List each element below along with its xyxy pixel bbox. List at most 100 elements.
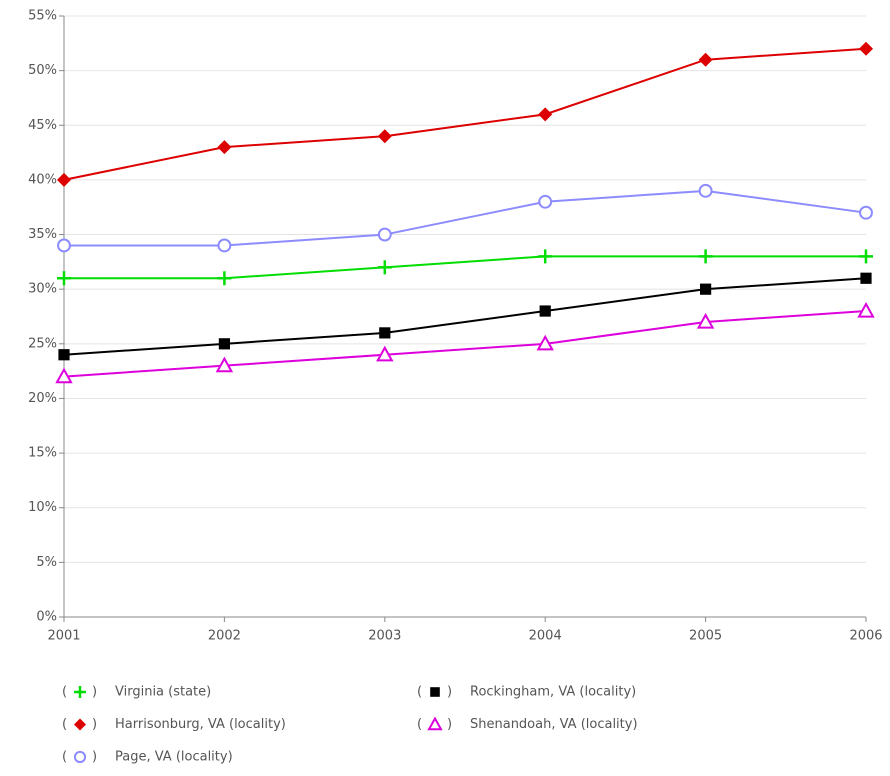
x-tick-label: 2005 — [689, 629, 722, 644]
marker-part — [538, 194, 553, 209]
marker-part — [859, 41, 873, 56]
series-line — [63, 47, 867, 181]
marker — [859, 249, 873, 264]
marker-part — [536, 334, 554, 351]
marker-part — [73, 750, 87, 764]
legend-item: () Virginia (state) — [62, 685, 211, 700]
marker — [74, 686, 86, 698]
marker — [696, 312, 715, 329]
marker — [859, 205, 873, 220]
marker-part — [58, 349, 70, 361]
marker — [217, 238, 232, 253]
marker-part — [74, 718, 86, 731]
marker — [57, 271, 71, 286]
marker — [430, 687, 440, 697]
marker-part — [857, 301, 875, 318]
marker — [538, 249, 553, 264]
marker — [860, 272, 872, 284]
marker — [377, 260, 392, 275]
legend-item: () Harrisonburg, VA (locality) — [62, 717, 286, 732]
marker-part — [376, 345, 394, 362]
legend-paren: ( — [62, 717, 67, 732]
y-tick-label: 25% — [28, 336, 57, 351]
marker-part — [377, 227, 392, 242]
marker-part — [57, 172, 71, 187]
legend-label: Shenandoah, VA (locality) — [470, 717, 638, 732]
series-line — [64, 189, 867, 247]
y-tick-label: 0% — [36, 610, 57, 625]
marker — [538, 194, 553, 209]
marker-part — [538, 107, 553, 122]
legend-label: Virginia (state) — [115, 685, 211, 700]
series-line — [63, 277, 867, 356]
marker-part — [698, 52, 713, 67]
y-tick-label: 30% — [28, 282, 57, 297]
legend-paren: ( — [417, 685, 422, 700]
marker — [700, 283, 712, 295]
marker-part — [859, 205, 873, 220]
marker — [538, 107, 553, 122]
legend-label: Page, VA (locality) — [115, 750, 233, 765]
y-tick-label: 5% — [36, 555, 57, 570]
y-tick-label: 50% — [28, 63, 57, 78]
marker-part — [427, 716, 443, 731]
legend-label: Rockingham, VA (locality) — [470, 685, 636, 700]
marker-part — [539, 305, 551, 317]
marker-part — [218, 338, 230, 350]
marker-part — [696, 312, 715, 329]
marker — [698, 183, 713, 198]
marker — [55, 367, 73, 384]
series-line — [63, 310, 867, 378]
y-tick-label: 40% — [28, 172, 57, 187]
marker-part — [377, 129, 392, 144]
y-tick-label: 20% — [28, 391, 57, 406]
marker-part — [55, 367, 73, 384]
legend-paren: ) — [92, 750, 97, 765]
y-tick-label: 15% — [28, 446, 57, 461]
marker — [698, 52, 713, 67]
marker — [74, 718, 86, 731]
legend-paren: ) — [447, 717, 452, 732]
marker — [376, 345, 394, 362]
x-tick-label: 2004 — [529, 629, 562, 644]
x-tick-label: 2006 — [849, 629, 882, 644]
marker — [57, 238, 71, 253]
marker-part — [217, 238, 232, 253]
marker — [859, 41, 873, 56]
legend-item: () Shenandoah, VA (locality) — [417, 716, 638, 732]
x-tick-label: 2002 — [208, 629, 241, 644]
marker — [539, 305, 551, 317]
legend-paren: ( — [62, 750, 67, 765]
marker — [698, 249, 713, 264]
legend-paren: ) — [92, 717, 97, 732]
legend-paren: ( — [62, 685, 67, 700]
marker — [215, 356, 234, 373]
marker — [427, 716, 443, 731]
marker-part — [860, 272, 872, 284]
marker-part — [215, 356, 234, 373]
marker — [217, 271, 232, 286]
marker-part — [430, 687, 440, 697]
y-tick-label: 55% — [28, 9, 57, 24]
marker — [377, 227, 392, 242]
x-tick-label: 2001 — [47, 629, 80, 644]
marker — [73, 750, 87, 764]
marker — [377, 129, 392, 144]
y-tick-label: 35% — [28, 227, 57, 242]
y-tick-label: 45% — [28, 118, 57, 133]
marker — [379, 327, 391, 339]
series-line — [64, 255, 866, 280]
marker — [57, 172, 71, 187]
legend-paren: ( — [417, 717, 422, 732]
legend-item: () Page, VA (locality) — [62, 750, 233, 765]
legend-paren: ) — [447, 685, 452, 700]
legend-paren: ) — [92, 685, 97, 700]
marker-part — [698, 183, 713, 198]
legend-item: () Rockingham, VA (locality) — [417, 685, 636, 700]
legend-label: Harrisonburg, VA (locality) — [115, 717, 286, 732]
y-tick-label: 10% — [28, 500, 57, 515]
x-tick-label: 2003 — [368, 629, 401, 644]
marker — [217, 140, 232, 155]
